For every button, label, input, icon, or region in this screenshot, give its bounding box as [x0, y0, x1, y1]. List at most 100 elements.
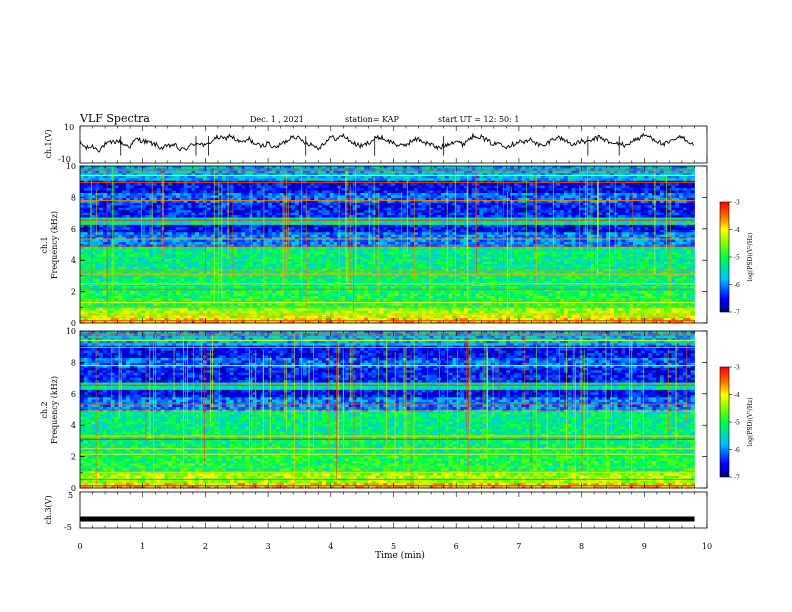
spectrogram-cell	[260, 192, 265, 196]
spectrogram-cell	[202, 188, 208, 191]
spectrogram-cell	[106, 212, 112, 216]
spectrogram-cell	[95, 303, 100, 307]
spectrogram-cell	[295, 227, 300, 231]
spectrogram-cell	[222, 217, 227, 221]
spectrogram-cell	[368, 281, 373, 285]
spectrogram-cell	[356, 273, 361, 277]
spectrogram-cell	[156, 288, 162, 292]
spectrogram-cell	[272, 197, 277, 201]
spectrogram-cell	[152, 185, 158, 189]
spectrogram-cell	[283, 202, 288, 206]
spectrogram-cell	[256, 288, 261, 292]
spectrogram-cell	[87, 318, 92, 321]
spectrogram-cell	[218, 166, 223, 169]
spectrogram-cell	[145, 232, 150, 236]
spectrogram-cell	[149, 234, 154, 238]
spectrogram-cell	[306, 207, 311, 211]
spectrogram-cell	[275, 286, 281, 290]
spectrogram-cell	[168, 229, 173, 233]
spectrogram-cell	[210, 178, 215, 182]
spectrogram-cell	[210, 224, 215, 228]
spectrogram-cell	[187, 190, 192, 194]
spectrogram-cell	[306, 188, 311, 191]
spectrogram-cell	[141, 288, 146, 292]
spectrogram-cell	[329, 320, 334, 324]
spectrogram-cell	[252, 318, 258, 321]
spectrogram-cell	[310, 217, 315, 221]
spectrogram-cell	[348, 239, 354, 243]
spectrogram-cell	[295, 303, 300, 307]
spectrogram-cell	[341, 219, 346, 223]
spectrogram-cell	[202, 308, 208, 312]
spectrogram-cell	[176, 192, 181, 196]
spectrogram-cell	[172, 246, 177, 250]
spectrogram-cell	[298, 266, 304, 270]
spectrogram-cell	[306, 234, 311, 238]
spectrogram-cell	[279, 178, 284, 182]
spectrogram-cell	[214, 222, 219, 226]
spectrogram-cell	[141, 266, 146, 270]
spectrogram-cell	[218, 205, 223, 209]
spectrogram-cell	[83, 205, 89, 209]
spectrogram-cell	[295, 205, 300, 209]
spectrogram-cell	[298, 173, 304, 177]
spectrogram-cell	[141, 269, 146, 272]
spectrogram-cell	[241, 288, 246, 292]
spectrogram-cell	[352, 251, 357, 255]
spectrogram-cell	[133, 291, 139, 294]
spectrogram-cell	[252, 234, 258, 238]
spectrogram-cell	[156, 259, 162, 263]
spectrogram-cell	[222, 286, 227, 290]
spectrogram-cell	[287, 288, 292, 292]
spectrogram-cell	[118, 298, 123, 302]
spectrogram-cell	[141, 318, 146, 321]
spectrogram-cell	[83, 197, 89, 201]
spectrogram-cell	[375, 197, 380, 201]
spectrogram-cell	[145, 298, 150, 302]
spectrogram-cell	[218, 249, 223, 253]
spectrogram-cell	[83, 227, 89, 231]
spectrogram-cell	[287, 185, 292, 189]
spectrogram-cell	[133, 315, 139, 319]
spectrogram-cell	[310, 271, 315, 275]
spectrogram-cell	[341, 239, 346, 243]
spectrogram-cell	[306, 195, 311, 199]
spectrogram-cell	[264, 217, 269, 221]
spectrogram-cell	[318, 170, 323, 174]
spectrogram-cell	[187, 254, 192, 258]
spectrogram-cell	[152, 227, 158, 231]
spectrogram-cell	[80, 242, 85, 245]
spectrogram-cell	[87, 188, 92, 191]
spectrogram-cell	[141, 229, 146, 233]
spectrogram-cell	[325, 227, 331, 231]
spectrogram-cell	[206, 269, 211, 272]
spectrogram-cell	[325, 256, 331, 260]
spectrogram-cell	[260, 227, 265, 231]
spectrogram-cell	[275, 185, 281, 189]
spectrogram-cell	[183, 219, 188, 223]
spectrogram-cell	[352, 205, 357, 209]
spectrogram-cell	[241, 283, 246, 287]
spectrogram-cell	[283, 251, 288, 255]
spectrogram-cell	[291, 303, 296, 307]
spectrogram-cell	[106, 271, 112, 275]
spectrogram-cell	[356, 249, 361, 253]
spectrogram-cell	[156, 308, 162, 312]
spectrogram-cell	[222, 266, 227, 270]
spectrogram-cell	[241, 239, 246, 243]
spectrogram-cell	[321, 286, 327, 290]
spectrogram-cell	[275, 232, 281, 236]
spectrogram-cell	[256, 175, 261, 179]
spectrogram-cell	[172, 281, 177, 285]
spectrogram-cell	[348, 207, 354, 211]
spectrogram-cell	[298, 308, 304, 312]
spectrogram-cell	[229, 288, 235, 292]
spectrogram-cell	[291, 281, 296, 285]
spectrogram-cell	[103, 175, 108, 179]
spectrogram-cell	[264, 222, 269, 226]
spectrogram-cell	[256, 303, 261, 307]
spectrogram-cell	[260, 178, 265, 182]
spectrogram-cell	[237, 254, 242, 258]
spectrogram-cell	[233, 195, 238, 199]
spectrogram-cell	[348, 281, 354, 285]
